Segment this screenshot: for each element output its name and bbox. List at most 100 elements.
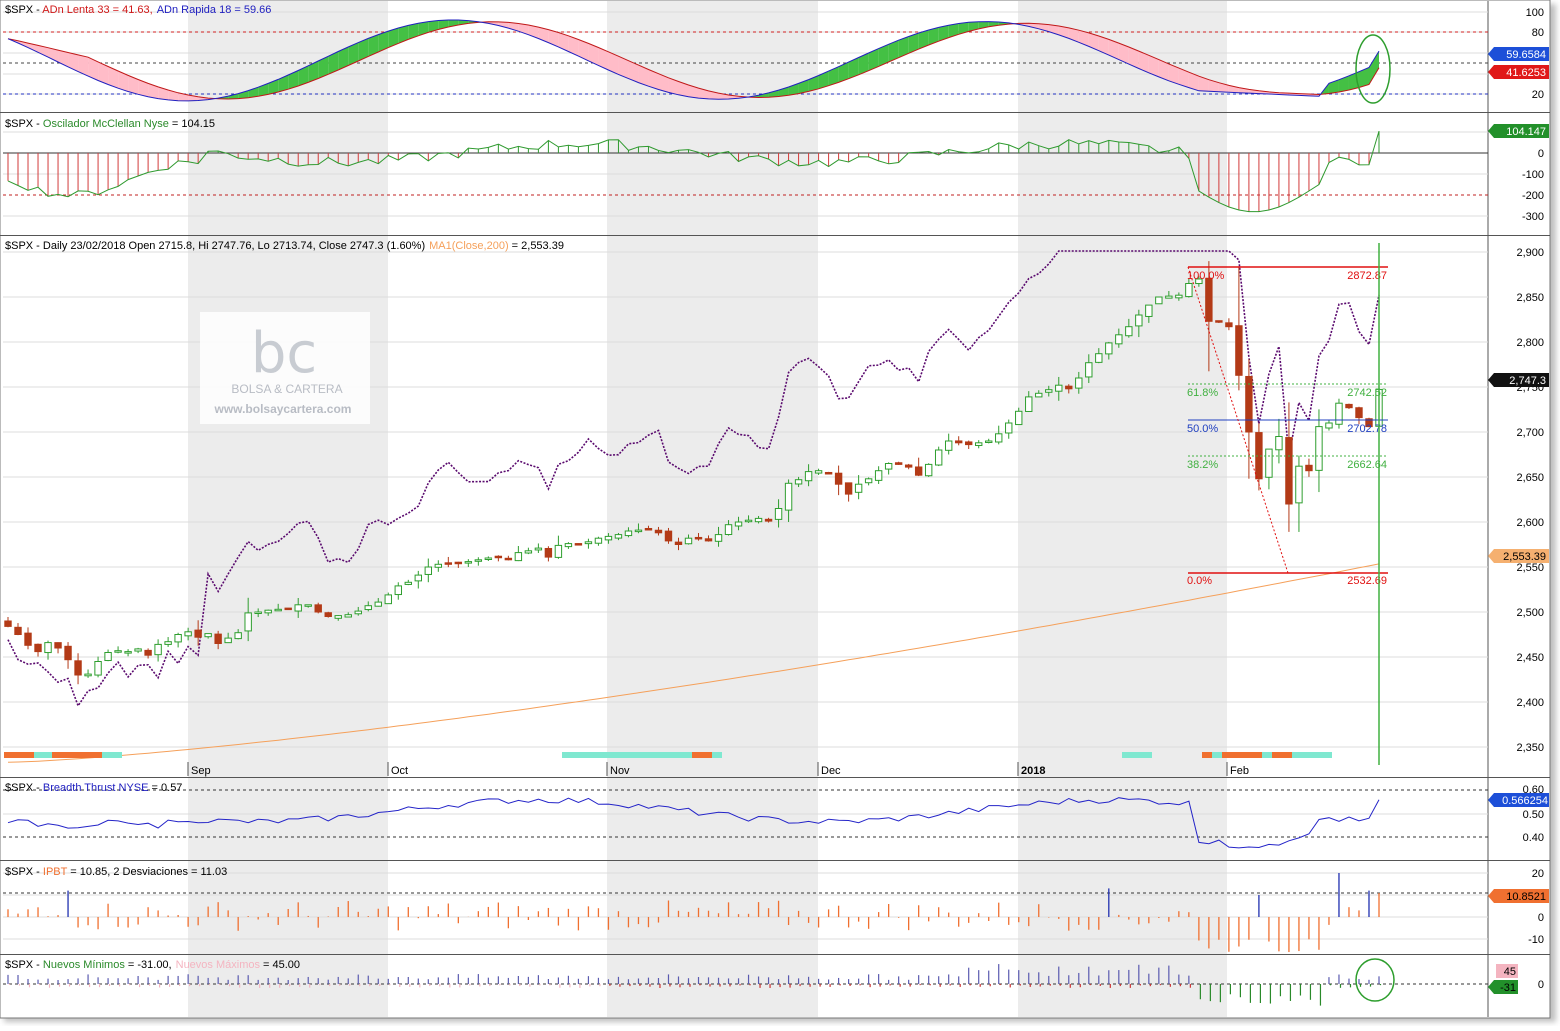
candle — [744, 515, 753, 523]
ipbt-badge-text: 10.8521 — [1506, 891, 1546, 903]
candle — [544, 546, 553, 562]
candle-body — [654, 529, 663, 534]
adn-fill-segment — [1028, 23, 1039, 29]
candle — [1035, 390, 1043, 398]
candle — [44, 640, 52, 660]
adn-fill-segment — [898, 36, 909, 58]
candle — [684, 534, 693, 545]
nuevos-minimos-label: Nuevos Mínimos — [43, 959, 125, 971]
candle-body — [394, 585, 402, 596]
price-tick-label: 2,400 — [1516, 697, 1544, 709]
candle — [1005, 419, 1013, 439]
mcclellan-series-label: Oscilador McClellan Nyse — [43, 118, 169, 130]
candle — [1305, 458, 1313, 477]
candle-body — [364, 605, 372, 611]
candle-body — [1105, 342, 1113, 355]
watermark-brand: BOLSA & CARTERA — [231, 382, 342, 396]
candle-body — [985, 440, 993, 443]
candle — [284, 607, 292, 611]
candle-body — [224, 637, 232, 644]
candle-body — [24, 632, 32, 646]
candle-body — [664, 530, 673, 542]
candle-body — [904, 464, 913, 468]
candle-body — [534, 547, 543, 551]
candle-body — [1085, 362, 1093, 378]
candle-body — [254, 611, 262, 614]
candle — [504, 555, 513, 561]
price-tick-label: 2,500 — [1516, 607, 1544, 619]
candle — [864, 477, 873, 486]
candle-body — [324, 612, 332, 617]
candle-body — [1255, 432, 1263, 480]
candle-body — [514, 552, 523, 562]
adn-fill-segment — [118, 71, 129, 92]
candle — [454, 561, 463, 568]
nuevos-maximos-label: Nuevos Máximos — [176, 959, 261, 971]
ma200-badge — [1488, 549, 1549, 563]
adn-fill-segment — [1088, 32, 1099, 51]
candle-body — [995, 433, 1003, 443]
ipbt-title: $SPX - IPBT = 10.85, 2 Desviaciones = 11… — [5, 866, 227, 878]
bt-tick-050: 0.50 — [1523, 809, 1544, 821]
close-price-badge — [1488, 373, 1549, 387]
adn-fill-segment — [598, 47, 609, 70]
adn-fill-segment — [1338, 75, 1349, 92]
adn-fill-segment — [858, 52, 869, 75]
candle-body — [134, 648, 142, 652]
adn-tick-20: 20 — [1532, 89, 1544, 101]
candle — [1125, 318, 1133, 338]
candle-body — [234, 632, 242, 640]
candle-body — [144, 649, 152, 656]
adn-lenta-badge-text: 41.6253 — [1506, 67, 1546, 79]
candle-body — [4, 620, 12, 627]
candle-body — [424, 566, 433, 575]
candle-body — [604, 535, 613, 541]
mcclellan-panel: $SPX - Oscilador McClellan Nyse = 104.15… — [3, 118, 1549, 223]
nuevos-high-badge-text: 45 — [1504, 966, 1516, 978]
candle-body — [1165, 295, 1173, 299]
candle — [194, 620, 202, 646]
candle-body — [774, 508, 783, 520]
candle — [24, 627, 32, 650]
candle — [394, 582, 402, 600]
month-shading — [188, 1, 1227, 1017]
month-axis: Sep Oct Nov Dec 2018 Feb — [187, 762, 1249, 777]
panel-separators — [0, 112, 1550, 955]
signal-bars — [4, 752, 1332, 758]
adn-fill-segment — [1118, 43, 1129, 65]
adn-fill-segment — [228, 93, 239, 99]
candle — [164, 637, 172, 647]
candle — [704, 535, 713, 542]
candle — [204, 633, 212, 639]
adn-fill-segment — [648, 69, 659, 90]
adn-fill-segment — [1128, 47, 1139, 69]
adn-fill-segment — [1148, 55, 1159, 77]
price-axis-ticks: 2,9002,8502,8002,7502,7002,6502,6002,550… — [1516, 247, 1544, 754]
adn-fill-segment — [1358, 67, 1369, 88]
candle — [1075, 371, 1083, 394]
adn-lenta-badge — [1488, 65, 1549, 79]
purple-dotted-line — [7, 250, 1380, 708]
price-panel: bc BOLSA & CARTERA www.bolsaycartera.com… — [3, 240, 1549, 777]
candle — [754, 515, 763, 524]
price-tick-label: 2,900 — [1516, 247, 1544, 259]
candle-body — [184, 631, 192, 637]
adn-fill-segment — [818, 71, 829, 89]
fib-100-value: 2872.87 — [1347, 270, 1387, 282]
adn-fill-segment — [1138, 51, 1149, 73]
candle — [1175, 292, 1183, 301]
fib-618-value: 2742.52 — [1347, 387, 1387, 399]
ipbt-badge — [1488, 889, 1549, 903]
candle — [294, 597, 302, 618]
candle-body — [1045, 389, 1053, 393]
candle-body — [464, 561, 473, 564]
candle — [884, 462, 893, 475]
adn-fill-segment — [38, 45, 49, 58]
candle-body — [594, 537, 603, 544]
adn-fill-segment — [1248, 89, 1259, 94]
fib-0-value: 2532.69 — [1347, 575, 1387, 587]
candle-body — [965, 441, 973, 446]
mcclellan-badge-text: 104.147 — [1506, 126, 1546, 138]
candle-body — [934, 449, 943, 466]
bt-series-label: Breadth Thrust NYSE — [43, 782, 149, 794]
